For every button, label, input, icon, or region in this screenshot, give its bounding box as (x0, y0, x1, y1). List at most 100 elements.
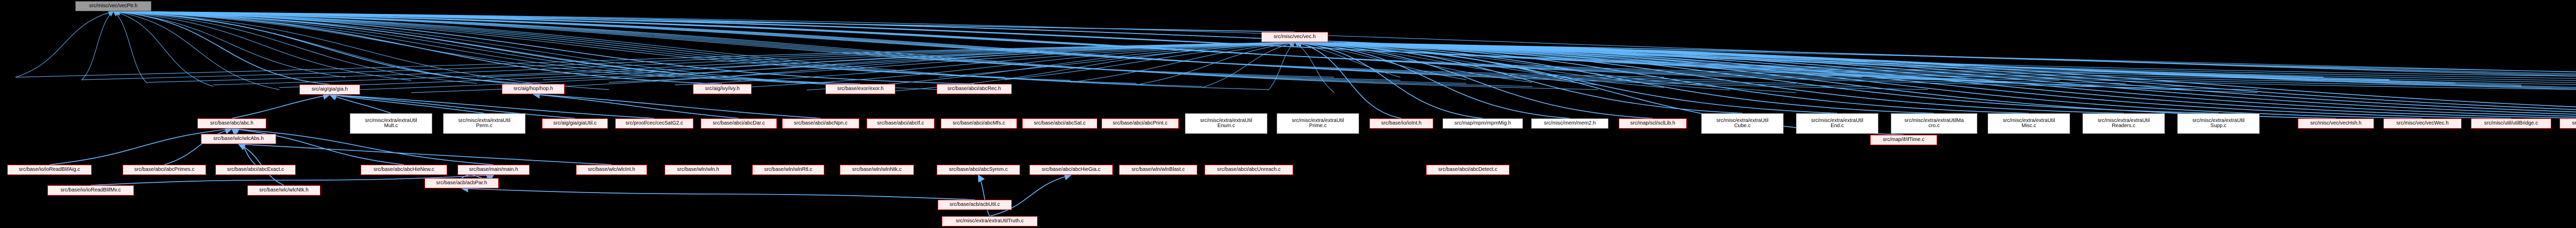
graph-node[interactable]: src/base/abci/abcPrimes.c (123, 165, 206, 175)
graph-node[interactable]: src/aig/gia/giaUtil.c (542, 118, 608, 129)
graph-edge (112, 9, 412, 81)
graph-node[interactable]: src/base/abci/abcIf.c (867, 118, 935, 129)
graph-node[interactable]: src/misc/extra/extraUtil Enum.c (1185, 113, 1267, 134)
graph-node[interactable]: src/map/scl/sclLib.h (1619, 118, 1687, 129)
graph-edge (1294, 42, 1335, 93)
graph-edge (112, 8, 1467, 84)
graph-edge (112, 8, 2456, 84)
graph-edge (112, 8, 2258, 90)
graph-edge (112, 8, 1533, 87)
graph-node[interactable]: src/base/abci/abcNpn.c (782, 118, 859, 129)
graph-node[interactable]: src/base/io/ioInt.h (1369, 118, 1433, 129)
graph-node[interactable]: src/misc/extra/extraUtil End.c (1796, 113, 1878, 134)
graph-edge (1294, 39, 2576, 89)
graph-node[interactable]: src/base/wlc/wlcAbs.h (201, 134, 276, 144)
graph-edge (1294, 39, 2576, 73)
graph-edge (112, 8, 939, 90)
graph-node[interactable]: src/base/abc/abcHieGia.c (1029, 165, 1113, 175)
graph-edge (15, 39, 1296, 78)
graph-edge (1202, 41, 1296, 88)
graph-edge (1294, 39, 1653, 119)
graph-node[interactable]: src/base/acb/acbPar.h (425, 178, 499, 188)
graph-edge (112, 8, 1071, 81)
graph-edge (112, 9, 675, 78)
graph-node[interactable]: src/aig/ivy/ivy.h (693, 84, 752, 94)
graph-edge (938, 40, 1296, 78)
graph-edge (1294, 39, 1928, 80)
graph-node[interactable]: src/aig/hop/hop.h (502, 84, 565, 94)
graph-node[interactable]: src/base/abci/abcPrint.c (1101, 118, 1179, 129)
graph-edge (1070, 40, 1296, 83)
graph-node[interactable]: src/misc/vec/vecWec.h (2383, 118, 2462, 129)
graph-node[interactable]: src/base/abci/abcMfs.c (941, 118, 1017, 129)
graph-edge (1294, 39, 1570, 119)
graph-edge (112, 8, 1994, 78)
graph-node[interactable]: src/proof/cec/cecSatG2.c (615, 118, 693, 129)
graph-node[interactable]: src/misc/extra/extraUtil Prime.c (1277, 113, 1359, 134)
graph-node[interactable]: src/misc/vec/vecPtr.h (75, 1, 151, 11)
graph-node[interactable]: src/base/abci/abcDar.c (701, 118, 777, 129)
graph-edge (1294, 39, 1743, 114)
graph-edge (1294, 39, 1935, 114)
graph-edge (740, 40, 1296, 88)
graph-node[interactable]: src/misc/vec/vec.h (1261, 32, 1328, 42)
graph-node[interactable]: src/base/abc/abcHieNew.c (361, 165, 447, 175)
graph-node[interactable]: src/base/abci/abcExact.c (215, 165, 296, 175)
graph-edge (543, 39, 1296, 80)
graph-edge (1294, 39, 1838, 114)
graph-edge (1294, 39, 2576, 90)
graph-node[interactable]: src/base/wln/wlnNtk.c (840, 165, 914, 175)
graph-node[interactable]: src/misc/util/utilBridge.c (2471, 118, 2551, 129)
graph-edge (1294, 39, 2029, 114)
graph-node[interactable]: src/misc/util/utilCex.c (2560, 118, 2576, 129)
graph-node[interactable]: src/base/main/main.h (457, 165, 530, 175)
graph-edge (1294, 38, 2576, 115)
graph-node[interactable]: src/base/abci/abcSat.c (1022, 118, 1097, 129)
graph-edge (112, 8, 2192, 87)
graph-node[interactable]: src/base/abci/abcUnreach.c (1205, 165, 1293, 175)
graph-node[interactable]: src/misc/extra/extraUtilMa cro.c (1891, 113, 1977, 134)
graph-edge (1294, 40, 1402, 119)
graph-node[interactable]: src/base/wlc/wlcInt.h (576, 165, 647, 175)
graph-node[interactable]: src/misc/extra/extraUtilTruth.c (942, 216, 1038, 226)
graph-edge (112, 8, 2060, 81)
graph-node[interactable]: src/misc/extra/extraUtil Perm.c (443, 113, 526, 134)
graph-edge (112, 8, 975, 84)
graph-node[interactable]: src/base/abci/abcSymm.c (937, 165, 1020, 175)
graph-node[interactable]: src/misc/extra/extraUtil Readers.c (2082, 113, 2165, 134)
graph-edge (112, 8, 1401, 81)
graph-edge (532, 91, 821, 119)
graph-node[interactable]: src/misc/mem/mem2.h (1531, 118, 1608, 129)
graph-node[interactable]: src/base/io/ioReadBlifAig.c (7, 165, 92, 175)
graph-node[interactable]: src/misc/extra/extraUtil Supp.c (2177, 113, 2260, 134)
graph-node[interactable]: src/aig/gia/gia.h (299, 84, 360, 95)
graph-node[interactable]: src/base/wln/wlnRtl.c (752, 165, 824, 175)
graph-node[interactable]: src/base/wlc/wlcNtk.h (247, 185, 320, 196)
graph-edge (1294, 40, 1665, 88)
graph-node[interactable]: src/map/mpm/mpmMig.h (1443, 118, 1523, 129)
graph-edge (1294, 38, 2576, 117)
graph-edge (1294, 38, 2576, 110)
graph-node[interactable]: src/base/abc/abc.h (197, 118, 266, 129)
graph-node[interactable]: src/base/abci/abcRec.h (937, 84, 1012, 94)
graph-node[interactable]: src/misc/extra/extraUtil Cube.c (1701, 113, 1784, 134)
graph-node[interactable]: src/base/exor/exor.h (825, 84, 895, 94)
graph-node[interactable]: src/base/io/ioReadBlifMv.c (47, 185, 134, 196)
graph-node[interactable]: src/misc/vec/vecHsh.h (2298, 118, 2374, 129)
graph-node[interactable]: src/base/acb/acbUtil.c (938, 200, 1012, 210)
graph-edge (345, 39, 1296, 91)
graph-edge (1004, 40, 1296, 80)
graph-edge (1268, 42, 1295, 91)
graph-edge (112, 8, 534, 84)
graph-edge (806, 40, 1296, 91)
graph-edge (1294, 39, 1483, 119)
graph-node[interactable]: src/base/wln/wlnBlast.c (1119, 165, 1197, 175)
graph-node[interactable]: src/map/if/ifTime.c (1870, 135, 1937, 145)
graph-node[interactable]: src/misc/extra/extraUtil Mult.c (350, 113, 432, 134)
graph-edge (112, 8, 1269, 90)
graph-node[interactable]: src/base/abci/abcDetect.c (1426, 165, 1510, 175)
graph-edge (1294, 39, 2060, 85)
graph-edge (608, 39, 1296, 83)
graph-node[interactable]: src/base/wln/wln.h (665, 165, 732, 175)
graph-node[interactable]: src/misc/extra/extraUtil Misc.c (1988, 113, 2070, 134)
